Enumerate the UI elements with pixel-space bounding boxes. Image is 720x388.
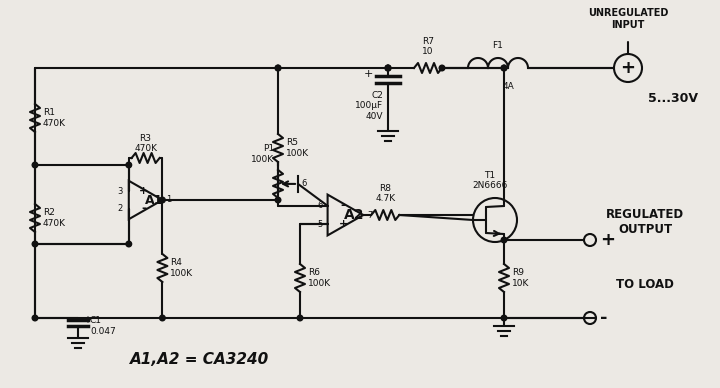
Text: +: + xyxy=(621,59,636,77)
Text: TO LOAD: TO LOAD xyxy=(616,277,674,291)
Text: +: + xyxy=(140,186,148,196)
Text: -: - xyxy=(341,199,346,212)
Circle shape xyxy=(275,65,281,71)
Text: 1: 1 xyxy=(166,196,171,204)
Text: R3
470K: R3 470K xyxy=(134,133,157,153)
Circle shape xyxy=(501,65,507,71)
Text: A1,A2 = CA3240: A1,A2 = CA3240 xyxy=(130,353,269,367)
Text: R2
470K: R2 470K xyxy=(43,208,66,228)
Text: +: + xyxy=(364,69,373,79)
Text: 7: 7 xyxy=(367,211,373,220)
Circle shape xyxy=(32,315,37,321)
Circle shape xyxy=(385,65,391,71)
Text: -: - xyxy=(141,202,147,215)
Text: -: - xyxy=(600,309,608,327)
Text: T1
2N6666: T1 2N6666 xyxy=(472,171,508,190)
Text: R1
470K: R1 470K xyxy=(43,108,66,128)
Text: A2: A2 xyxy=(343,208,364,222)
Text: 6: 6 xyxy=(318,201,323,210)
Circle shape xyxy=(160,197,165,203)
Circle shape xyxy=(160,315,165,321)
Text: UNREGULATED
INPUT: UNREGULATED INPUT xyxy=(588,9,668,30)
Text: R9
10K: R9 10K xyxy=(512,268,529,288)
Circle shape xyxy=(501,315,507,321)
Text: F1: F1 xyxy=(492,41,503,50)
Circle shape xyxy=(501,237,507,243)
Text: 2: 2 xyxy=(117,204,123,213)
Text: R8
4.7K: R8 4.7K xyxy=(375,184,395,203)
Text: 5...30V: 5...30V xyxy=(648,92,698,104)
Text: 4A: 4A xyxy=(502,82,514,91)
Circle shape xyxy=(126,241,132,247)
Text: R4
100K: R4 100K xyxy=(171,258,194,278)
Text: A1: A1 xyxy=(145,194,163,206)
Text: 6: 6 xyxy=(301,179,307,189)
Text: REGULATED
OUTPUT: REGULATED OUTPUT xyxy=(606,208,684,236)
Circle shape xyxy=(275,197,281,203)
Circle shape xyxy=(385,65,391,71)
Text: C2
100μF
40V: C2 100μF 40V xyxy=(355,91,383,121)
Text: +: + xyxy=(600,231,615,249)
Circle shape xyxy=(439,65,445,71)
Text: 3: 3 xyxy=(117,187,123,196)
Text: +: + xyxy=(338,219,348,229)
Text: +: + xyxy=(83,315,91,325)
Circle shape xyxy=(32,162,37,168)
Text: R7
10: R7 10 xyxy=(422,36,434,56)
Circle shape xyxy=(275,65,281,71)
Text: C1
0.047: C1 0.047 xyxy=(90,316,116,336)
Text: R5
100K: R5 100K xyxy=(286,138,309,158)
Circle shape xyxy=(501,65,507,71)
Circle shape xyxy=(297,315,303,321)
Text: P1
100K: P1 100K xyxy=(251,144,274,164)
Circle shape xyxy=(126,162,132,168)
Text: 5: 5 xyxy=(318,220,323,229)
Text: R6
100K: R6 100K xyxy=(308,268,331,288)
Circle shape xyxy=(32,241,37,247)
Circle shape xyxy=(385,65,391,71)
